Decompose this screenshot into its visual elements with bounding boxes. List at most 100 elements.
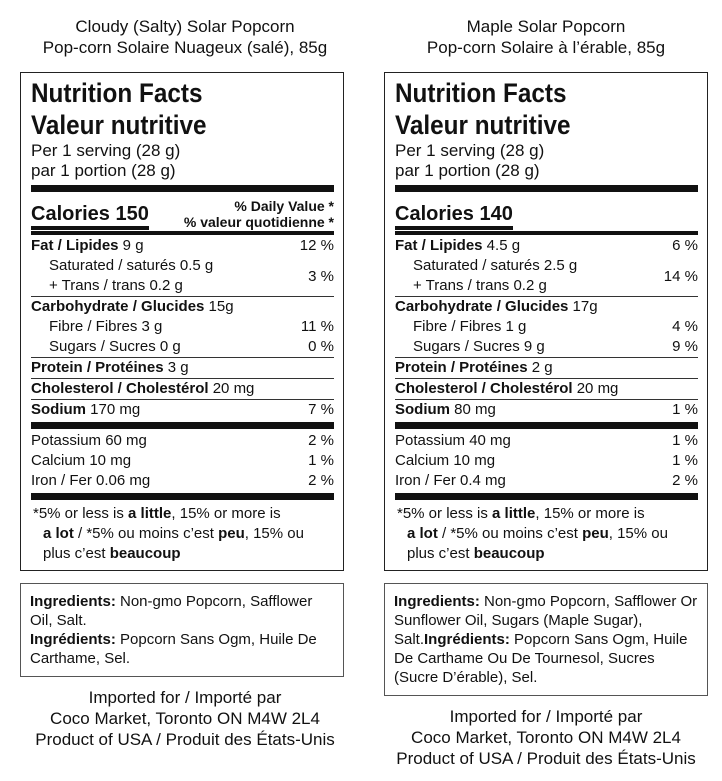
calcium-row: Calcium 10 mg 1 % [395, 451, 698, 471]
ingredients-fr: Popcorn Sans Ogm, Huile De Carthame Ou D… [394, 631, 688, 686]
serving-size-fr: par 1 portion (28 g) [395, 161, 540, 180]
imported-for: Imported for / Importé par [449, 707, 643, 726]
saturated: Saturated / saturés 0.5 g [49, 257, 214, 274]
footnote-text: , 15% ou [608, 525, 668, 542]
footnote-bold: beaucoup [109, 545, 181, 562]
product-header: Maple Solar Popcorn Pop-corn Solaire à l… [383, 16, 709, 58]
divider [395, 399, 698, 400]
potassium-row: Potassium 40 mg 1 % [395, 431, 698, 451]
divider [395, 185, 698, 192]
fat-dv: 12 % [299, 237, 334, 254]
sugars: Sugars / Sucres 0 g [49, 338, 181, 355]
fat-label: Fat / Lipides [31, 237, 119, 254]
calcium-dv: 1 % [672, 452, 698, 469]
protein-amount: 2 g [527, 359, 553, 376]
divider [395, 422, 698, 429]
carb-amount: 15g [204, 298, 234, 315]
panel-title-fr: Valeur nutritive [31, 110, 207, 140]
importer-address: Coco Market, Toronto ON M4W 2L4 [50, 709, 320, 728]
footnote-text: plus c’est [407, 545, 474, 562]
sugars-row: Sugars / Sucres 9 g 9 % [395, 337, 698, 357]
iron: Iron / Fer 0.4 mg [395, 472, 506, 489]
fibre-row: Fibre / Fibres 3 g 11 % [31, 317, 334, 337]
footnote-text: , 15% or more is [535, 505, 645, 522]
sat-trans-group: Saturated / saturés 2.5 g + Trans / tran… [395, 256, 698, 296]
fibre: Fibre / Fibres 1 g [413, 318, 527, 335]
ingredients-label-fr: Ingrédients: [30, 631, 116, 648]
product-column-maple: Maple Solar Popcorn Pop-corn Solaire à l… [383, 0, 709, 769]
imported-for: Imported for / Importé par [88, 688, 282, 707]
footnote-bold: a little [492, 505, 536, 522]
country-of-origin: Product of USA / Produit des États-Unis [35, 730, 335, 749]
calcium-row: Calcium 10 mg 1 % [31, 451, 334, 471]
nutrition-facts-panel: Nutrition Facts Valeur nutritive Per 1 s… [20, 72, 344, 571]
footnote-bold: peu [582, 525, 609, 542]
calcium: Calcium 10 mg [31, 452, 132, 469]
sugars-dv: 0 % [308, 338, 334, 355]
calories: Calories 150 [31, 203, 149, 230]
product-column-cloudy: Cloudy (Salty) Solar Popcorn Pop-corn So… [16, 0, 354, 750]
divider [395, 296, 698, 297]
cholesterol-label: Cholesterol / Cholestérol [31, 380, 209, 397]
sugars: Sugars / Sucres 9 g [413, 338, 545, 355]
protein-amount: 3 g [163, 359, 189, 376]
footnote-bold: a little [128, 505, 172, 522]
divider [31, 296, 334, 297]
footnote-bold: beaucoup [473, 545, 545, 562]
ingredients-label-en: Ingredients: [30, 593, 116, 610]
potassium: Potassium 60 mg [31, 432, 147, 449]
sodium-amount: 80 mg [450, 401, 496, 418]
serving-size-en: Per 1 serving (28 g) [31, 141, 181, 160]
iron: Iron / Fer 0.06 mg [31, 472, 151, 489]
cholesterol-amount: 20 mg [208, 380, 255, 397]
calories: Calories 140 [395, 203, 513, 230]
sodium-dv: 1 % [672, 401, 698, 418]
divider [395, 357, 698, 358]
sodium-row: Sodium 80 mg 1 % [395, 400, 698, 420]
ingredients-en: Non-gmo Popcorn, Safflower Or Sunflower … [394, 593, 698, 648]
trans: + Trans / trans 0.2 g [49, 277, 183, 294]
potassium-row: Potassium 60 mg 2 % [31, 431, 334, 451]
sugars-row: Sugars / Sucres 0 g 0 % [31, 337, 334, 357]
calories-row: Calories 140 [395, 194, 698, 230]
cholesterol-row: Cholesterol / Cholestérol 20 mg [31, 379, 334, 399]
saturated: Saturated / saturés 2.5 g [413, 257, 578, 274]
fat-dv: 6 % [672, 237, 698, 254]
footnote-text: / *5% ou moins c’est [73, 525, 219, 542]
sodium-dv: 7 % [308, 401, 334, 418]
calcium: Calcium 10 mg [395, 452, 496, 469]
serving-size-fr: par 1 portion (28 g) [31, 161, 176, 180]
trans: + Trans / trans 0.2 g [413, 277, 547, 294]
sodium-label: Sodium [31, 401, 86, 418]
product-name-fr: Pop-corn Solaire Nuageux (salé), 85g [42, 38, 328, 57]
footnote-bold: peu [218, 525, 245, 542]
footnote-text: *5% or less is [397, 505, 493, 522]
panel-title-en: Nutrition Facts [395, 78, 567, 108]
ingredients-box: Ingredients: Non-gmo Popcorn, Safflower … [384, 583, 708, 696]
divider [395, 378, 698, 379]
footnote-text: *5% or less is [33, 505, 129, 522]
calcium-dv: 1 % [308, 452, 334, 469]
cholesterol-amount: 20 mg [572, 380, 619, 397]
divider [31, 357, 334, 358]
fat-label: Fat / Lipides [395, 237, 483, 254]
sodium-row: Sodium 170 mg 7 % [31, 400, 334, 420]
fibre-row: Fibre / Fibres 1 g 4 % [395, 317, 698, 337]
iron-dv: 2 % [672, 472, 698, 489]
divider [31, 422, 334, 429]
cholesterol-label: Cholesterol / Cholestérol [395, 380, 573, 397]
potassium-dv: 2 % [308, 432, 334, 449]
cholesterol-row: Cholesterol / Cholestérol 20 mg [395, 379, 698, 399]
ingredients-en: Non-gmo Popcorn, Safflower Oil, Salt. [30, 593, 313, 629]
divider [31, 231, 334, 235]
ingredients-box: Ingredients: Non-gmo Popcorn, Safflower … [20, 583, 344, 677]
ingredients-label-fr: Ingrédients: [424, 631, 510, 648]
fibre-dv: 11 % [300, 318, 334, 335]
serving-size-en: Per 1 serving (28 g) [395, 141, 545, 160]
product-name-en: Maple Solar Popcorn [466, 17, 626, 36]
sugars-dv: 9 % [672, 338, 698, 355]
footnote: *5% or less is a little, 15% or more is … [31, 500, 334, 564]
fat-amount: 9 g [118, 237, 144, 254]
potassium-dv: 1 % [672, 432, 698, 449]
footnote-text: / *5% ou moins c’est [437, 525, 583, 542]
